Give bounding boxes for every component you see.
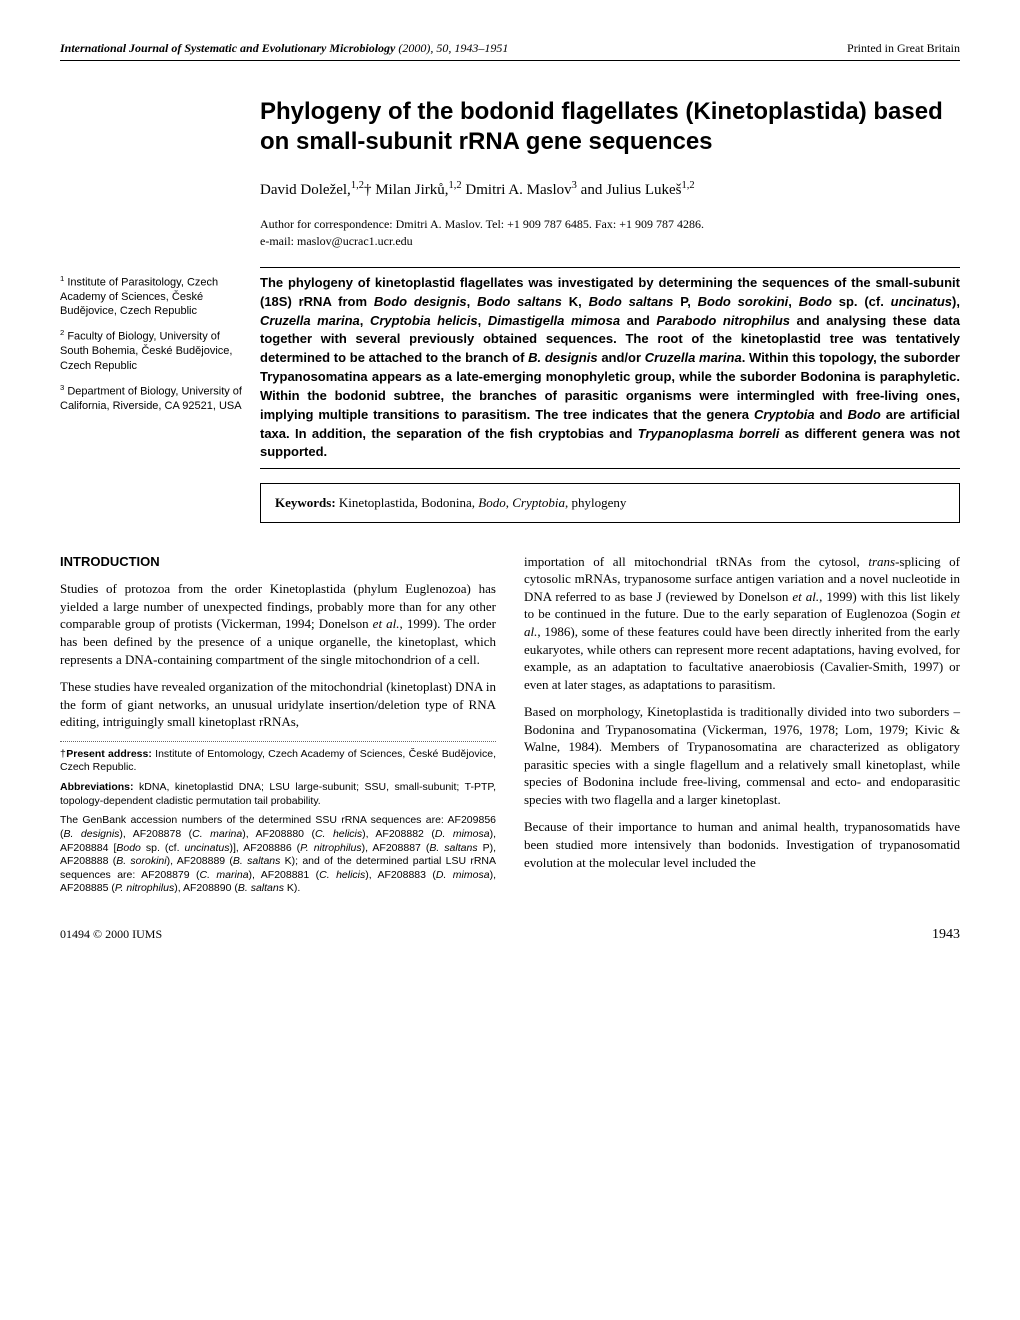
footnote-abbreviations: Abbreviations: kDNA, kinetoplastid DNA; … (60, 781, 496, 808)
title-block: Phylogeny of the bodonid flagellates (Ki… (260, 97, 960, 157)
journal-name: International Journal of Systematic and … (60, 41, 395, 55)
rule-top (260, 267, 960, 268)
year-vol-pages: (2000), 50, 1943–1951 (398, 41, 508, 55)
intro-heading: INTRODUCTION (60, 553, 496, 571)
keywords-box: Keywords: Kinetoplastida, Bodonina, Bodo… (260, 483, 960, 523)
footnote-present-address: †Present address: Institute of Entomolog… (60, 748, 496, 775)
affiliation-1: 1 Institute of Parasitology, Czech Acade… (60, 274, 244, 319)
body-columns: INTRODUCTION Studies of protozoa from th… (60, 553, 960, 896)
printed-in: Printed in Great Britain (847, 40, 960, 56)
correspondence: Author for correspondence: Dmitri A. Mas… (260, 216, 960, 248)
intro-para-2: These studies have revealed organization… (60, 678, 496, 731)
page-number: 1943 (932, 926, 960, 945)
running-head-left: International Journal of Systematic and … (60, 40, 508, 56)
intro-para-3: importation of all mitochondrial tRNAs f… (524, 553, 960, 693)
footnotes: †Present address: Institute of Entomolog… (60, 741, 496, 896)
abstract: The phylogeny of kinetoplastid flagellat… (260, 274, 960, 462)
running-head: International Journal of Systematic and … (60, 40, 960, 61)
affiliation-2: 2 Faculty of Biology, University of Sout… (60, 328, 244, 373)
intro-para-4: Based on morphology, Kinetoplastida is t… (524, 703, 960, 808)
footnote-genbank: The GenBank accession numbers of the det… (60, 814, 496, 896)
article-title: Phylogeny of the bodonid flagellates (Ki… (260, 97, 960, 157)
page-footer: 01494 © 2000 IUMS 1943 (60, 926, 960, 945)
authors: David Doležel,1,2† Milan Jirků,1,2 Dmitr… (260, 179, 960, 200)
affiliations: 1 Institute of Parasitology, Czech Acade… (60, 274, 260, 462)
intro-para-5: Because of their importance to human and… (524, 818, 960, 871)
footer-left: 01494 © 2000 IUMS (60, 926, 162, 945)
affil-abstract-row: 1 Institute of Parasitology, Czech Acade… (60, 274, 960, 462)
intro-para-1: Studies of protozoa from the order Kinet… (60, 580, 496, 668)
keywords-label: Keywords: (275, 495, 336, 510)
rule-mid (260, 468, 960, 469)
keywords-text: Kinetoplastida, Bodonina, Bodo, Cryptobi… (339, 495, 626, 510)
affiliation-3: 3 Department of Biology, University of C… (60, 383, 244, 413)
